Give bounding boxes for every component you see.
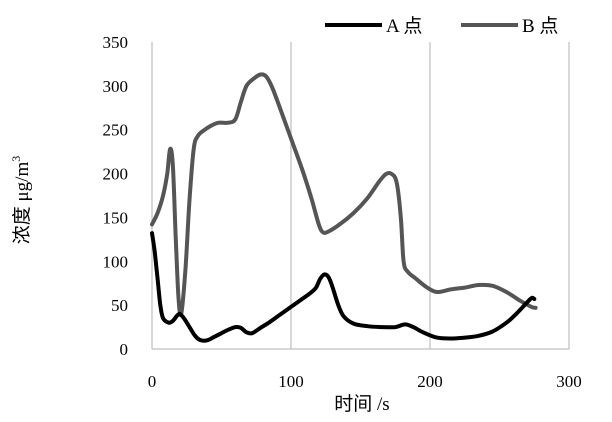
y-tick-100: 100 — [103, 252, 129, 271]
x-tick-100: 100 — [278, 372, 304, 391]
y-tick-50: 50 — [111, 296, 128, 315]
legend-label-a: A 点 — [386, 15, 422, 37]
y-tick-0: 0 — [120, 340, 129, 359]
x-axis-label: 时间 /s — [334, 393, 389, 415]
series-line-a — [150, 231, 537, 343]
series-lines — [150, 72, 538, 343]
series-line-b — [150, 72, 538, 317]
grid — [290, 42, 570, 349]
legend-label-b: B 点 — [522, 15, 558, 37]
axes — [151, 42, 569, 350]
legend: A 点 B 点 — [325, 15, 558, 37]
x-tick-labels: 0 100 200 300 — [148, 372, 582, 391]
y-tick-250: 250 — [103, 121, 129, 140]
y-tick-200: 200 — [103, 165, 129, 184]
y-tick-300: 300 — [103, 77, 129, 96]
x-tick-200: 200 — [417, 372, 443, 391]
x-tick-0: 0 — [148, 372, 157, 391]
y-tick-labels: 0 50 100 150 200 250 300 350 — [103, 33, 129, 359]
y-tick-350: 350 — [103, 33, 129, 52]
x-tick-300: 300 — [556, 372, 582, 391]
y-axis-label: 浓度 μg/m3 — [9, 156, 33, 245]
y-tick-150: 150 — [103, 208, 129, 227]
